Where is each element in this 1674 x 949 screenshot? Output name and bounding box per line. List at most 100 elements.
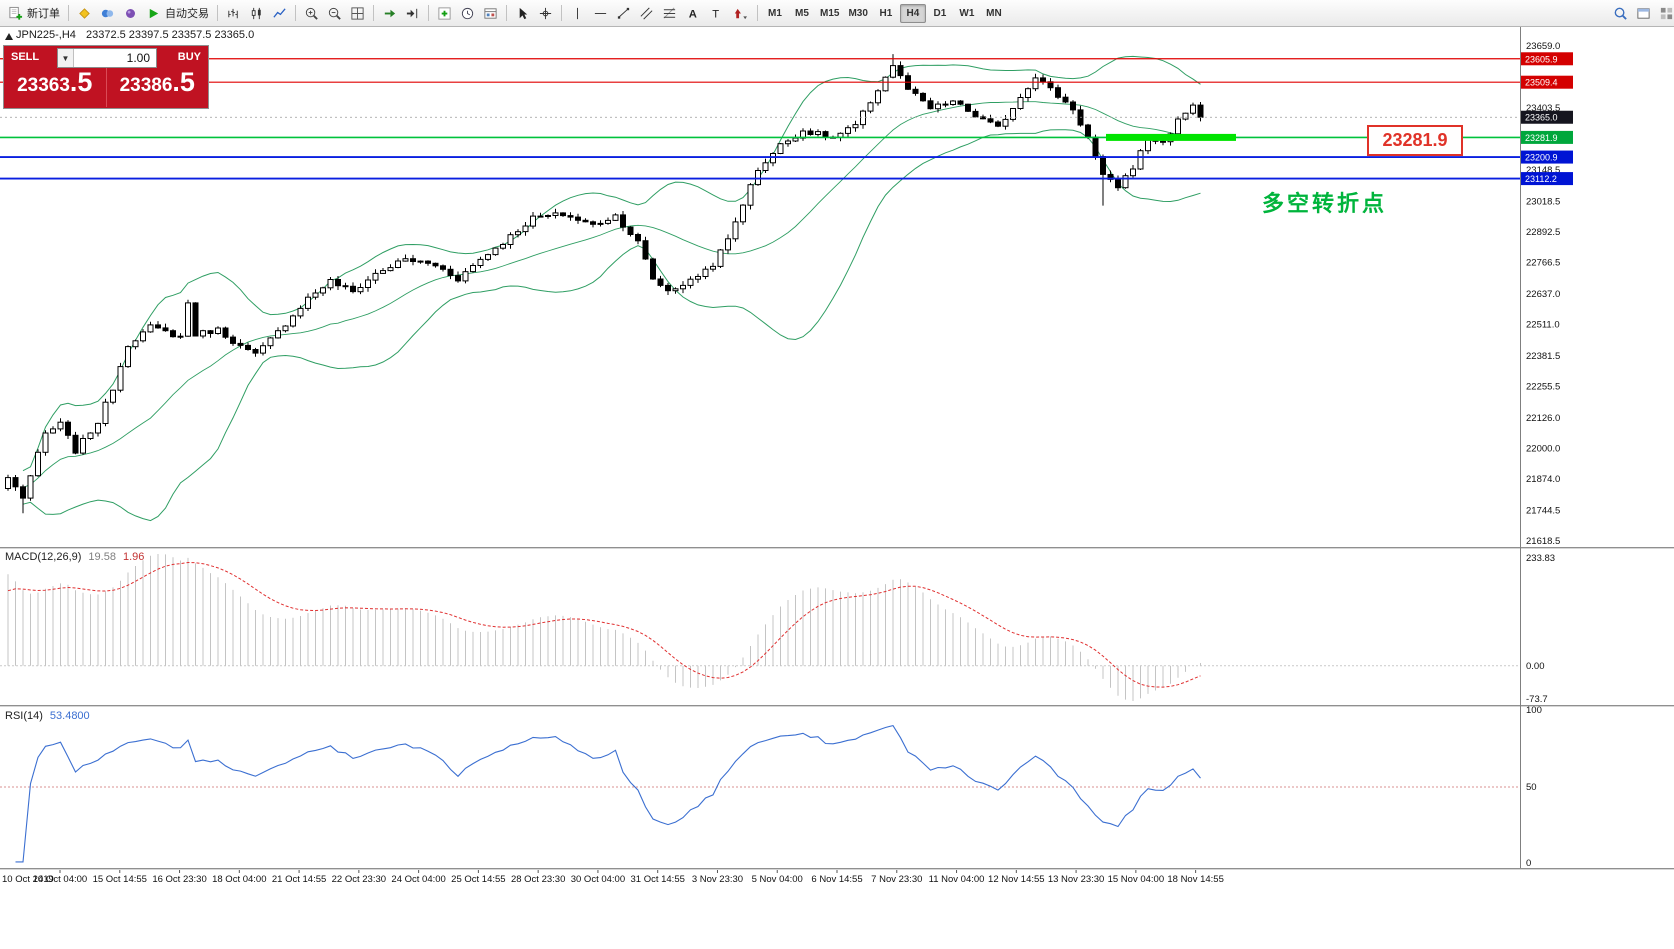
- text-tool-button[interactable]: A: [681, 3, 704, 24]
- horizontal-line-icon: [594, 12, 607, 14]
- price-tag: [1521, 172, 1573, 186]
- templates-icon: [484, 7, 497, 19]
- rsi-name: RSI(14): [5, 710, 43, 722]
- ohlc-values: 23372.5 23397.5 23357.5 23365.0: [85, 29, 255, 41]
- toolbar-separator: [217, 5, 218, 21]
- toolbar-separator: [68, 5, 69, 21]
- price-tag: [1521, 52, 1573, 66]
- horizontal-line-tool-button[interactable]: [589, 3, 612, 24]
- time-axis-label: 3 Nov 23:30: [692, 874, 743, 885]
- autotrading-button[interactable]: 自动交易: [142, 3, 213, 24]
- time-axis-label: 28 Oct 23:30: [511, 874, 565, 885]
- one-click-collapse-arrow[interactable]: [5, 33, 13, 40]
- tile-windows-button[interactable]: [346, 3, 369, 24]
- price-axis-label: 21744.5: [1526, 505, 1560, 516]
- macd-histogram: [7, 554, 1201, 701]
- new-order-label: 新订单: [27, 8, 60, 20]
- new-order-button[interactable]: 新订单: [4, 3, 64, 24]
- channel-tool-button[interactable]: [635, 3, 658, 24]
- toolbar: 新订单 自动交易 A T: [0, 0, 1674, 27]
- navigator-button[interactable]: [119, 3, 142, 24]
- timeframe-M5[interactable]: M5: [789, 4, 815, 23]
- zoom-in-button[interactable]: [300, 3, 323, 24]
- search-button[interactable]: [1609, 3, 1632, 24]
- buy-button[interactable]: BUY: [156, 46, 208, 67]
- price-tag: [1521, 150, 1573, 164]
- timeframe-D1[interactable]: D1: [927, 4, 953, 23]
- chart-background: [0, 26, 1674, 949]
- time-axis-label: 15 Oct 14:55: [93, 874, 147, 885]
- cursor-icon: [519, 7, 528, 19]
- price-tag-label: 23112.2: [1525, 174, 1557, 184]
- window-layout-button[interactable]: [1655, 3, 1674, 24]
- bollinger-lower-line: [22, 129, 1201, 522]
- fibonacci-tool-button[interactable]: [658, 3, 681, 24]
- templates-button[interactable]: [479, 3, 502, 24]
- one-click-top-row: SELL ▼ BUY: [4, 46, 208, 68]
- market-watch-icon: [101, 9, 114, 17]
- toolbar-separator: [757, 5, 758, 21]
- sell-button[interactable]: SELL: [4, 46, 56, 67]
- vertical-line-tool-button[interactable]: [566, 3, 589, 24]
- macd-scale-min: -73.7: [1526, 694, 1548, 705]
- volume-stepper: ▼: [57, 48, 157, 68]
- chart-shift-button[interactable]: [401, 3, 424, 24]
- timeframe-M1[interactable]: M1: [762, 4, 788, 23]
- timeframe-H1[interactable]: H1: [873, 4, 899, 23]
- label-tool-button[interactable]: T: [704, 3, 727, 24]
- time-axis-label: 13 Nov 23:30: [1048, 874, 1105, 885]
- pivot-annotation-text[interactable]: 多空转折点: [1262, 191, 1388, 216]
- time-axis-label: 5 Nov 04:00: [752, 874, 803, 885]
- time-axis-label: 14 Oct 04:00: [33, 874, 87, 885]
- vertical-line-icon: [577, 7, 578, 19]
- auto-scroll-button[interactable]: [378, 3, 401, 24]
- bar-chart-button[interactable]: [222, 3, 245, 24]
- price-tag-label: 23281.9: [1525, 133, 1558, 143]
- time-axis-label: 10 Oct 2019: [2, 874, 54, 885]
- cursor-button[interactable]: [511, 3, 534, 24]
- indicators-button[interactable]: [433, 3, 456, 24]
- market-watch-button[interactable]: [96, 3, 119, 24]
- highlight-segment[interactable]: [1106, 133, 1236, 141]
- buy-price-button[interactable]: 23386.5: [105, 67, 209, 107]
- autotrading-play-icon: [149, 8, 159, 18]
- chart-window-icon: [1637, 7, 1650, 19]
- price-axis-label: 22892.5: [1526, 227, 1560, 238]
- timeframe-M15[interactable]: M15: [816, 4, 843, 23]
- zoom-out-button[interactable]: [323, 3, 346, 24]
- new-order-icon: [9, 6, 23, 20]
- price-axis-label: 22126.0: [1526, 413, 1560, 424]
- price-axis-label: 22255.5: [1526, 381, 1560, 392]
- new-chart-window-button[interactable]: [1632, 3, 1655, 24]
- price-annotation-box[interactable]: 23281.9: [1367, 125, 1463, 156]
- metaeditor-button[interactable]: [73, 3, 96, 24]
- auto-scroll-icon: [384, 9, 396, 17]
- price-tag-label: 23200.9: [1525, 153, 1558, 163]
- svg-text:T: T: [712, 8, 719, 20]
- periods-button[interactable]: [456, 3, 479, 24]
- timeframe-H4[interactable]: H4: [899, 3, 926, 23]
- macd-indicator-label: MACD(12,26,9) 19.58 1.96: [5, 551, 144, 563]
- time-axis-label: 11 Nov 04:00: [929, 874, 985, 885]
- volume-input[interactable]: [74, 49, 156, 67]
- line-chart-icon: [273, 7, 286, 18]
- volume-dropdown-arrow[interactable]: ▼: [58, 49, 74, 67]
- crosshair-button[interactable]: [534, 3, 557, 24]
- trendline-tool-button[interactable]: [612, 3, 635, 24]
- arrows-tool-button[interactable]: [727, 3, 753, 24]
- arrow-tool-icon: [734, 8, 748, 19]
- bollinger-upper-line: [22, 55, 1201, 472]
- navigator-icon: [126, 8, 135, 18]
- sell-price-button[interactable]: 23363.5: [4, 67, 106, 107]
- timeframe-W1[interactable]: W1: [954, 4, 980, 23]
- one-click-trading-panel: SELL ▼ BUY 23363.5 23386.5: [3, 45, 209, 109]
- timeframe-M30[interactable]: M30: [844, 4, 871, 23]
- timeframe-MN[interactable]: MN: [981, 4, 1007, 23]
- time-axis-label: 24 Oct 04:00: [391, 874, 445, 885]
- line-chart-button[interactable]: [268, 3, 291, 24]
- rsi-line: [15, 724, 1201, 863]
- candlestick-chart-button[interactable]: [245, 3, 268, 24]
